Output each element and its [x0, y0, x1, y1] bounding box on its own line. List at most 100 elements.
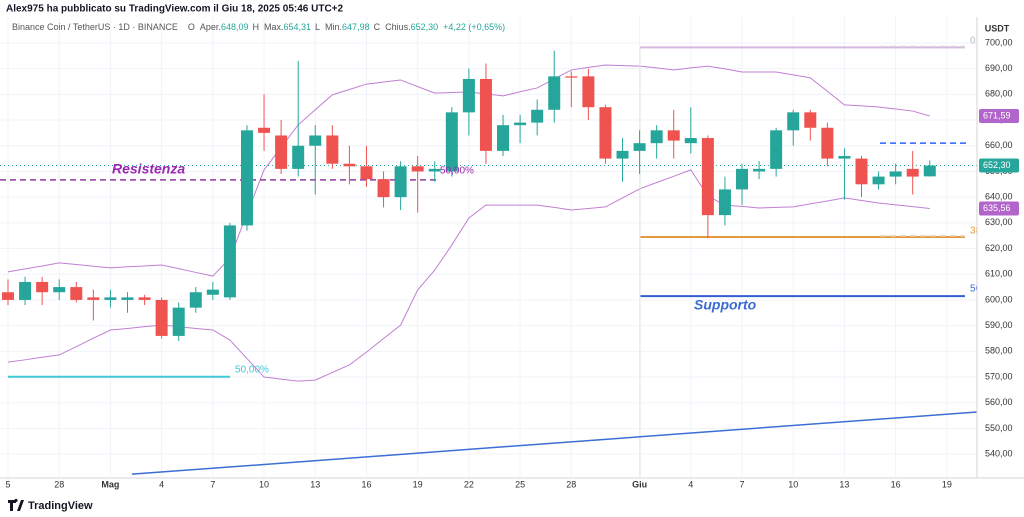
x-tick-label: 28	[54, 479, 64, 489]
y-tick-label: 580,00	[985, 346, 1013, 356]
ohlc-value: 654,31	[283, 22, 311, 32]
candle-body	[394, 166, 407, 198]
ohlc-value: 647,98	[342, 22, 370, 32]
candle-body	[189, 292, 202, 308]
candle-body	[258, 127, 271, 133]
ohlc-key: O	[188, 22, 195, 32]
y-tick-label: 560,00	[985, 397, 1013, 407]
candle-body	[104, 297, 117, 300]
x-tick-label: Giu	[632, 479, 647, 489]
y-tick-label: 590,00	[985, 320, 1013, 330]
brand-logo	[8, 498, 24, 511]
candle-body	[684, 138, 697, 144]
candle-body	[736, 168, 749, 190]
candle-body	[531, 109, 544, 123]
annotation: 50	[970, 284, 982, 295]
ohlc-label: Max.	[264, 22, 284, 32]
y-tick-label: 550,00	[985, 423, 1013, 433]
price-label: 652,30	[983, 160, 1011, 170]
annotation: 38	[970, 226, 982, 237]
x-tick-label: 16	[891, 479, 901, 489]
y-tick-label: 600,00	[985, 294, 1013, 304]
candle-body	[548, 76, 561, 110]
candle-body	[223, 225, 236, 298]
axis-unit: USDT	[985, 23, 1010, 33]
x-tick-label: 13	[839, 479, 849, 489]
candle-body	[172, 307, 185, 336]
x-tick-label: 4	[159, 479, 164, 489]
candle-body	[292, 145, 305, 169]
candle-body	[787, 112, 800, 131]
annotation: Resistenza	[112, 161, 185, 177]
price-label-box	[979, 158, 1019, 173]
y-tick-label: 660,00	[985, 140, 1013, 150]
y-tick-label: 620,00	[985, 243, 1013, 253]
candle-body	[701, 138, 714, 216]
candle-body	[206, 289, 219, 295]
candle-body	[360, 166, 373, 180]
candle-body	[582, 76, 595, 108]
change: +4,22 (+0,65%)	[443, 22, 505, 32]
candle-body	[343, 163, 356, 167]
x-tick-label: 19	[942, 479, 952, 489]
x-tick-label: 19	[413, 479, 423, 489]
x-tick-label: 22	[464, 479, 474, 489]
candle-body	[87, 297, 100, 300]
x-tick-label: 16	[361, 479, 371, 489]
axis-background	[977, 17, 1024, 478]
candle-body	[821, 127, 834, 159]
candle-body	[326, 135, 339, 164]
candle-body	[428, 168, 441, 172]
price-label: 671,59	[983, 110, 1011, 120]
candle-body	[633, 143, 646, 151]
candle-body	[514, 122, 527, 126]
annotation: 0	[970, 36, 976, 47]
candle-body	[906, 168, 919, 177]
y-tick-label: 570,00	[985, 371, 1013, 381]
price-label: 635,56	[983, 203, 1011, 213]
brand: TradingView	[8, 498, 93, 512]
trend-line	[131, 411, 978, 475]
candle-body	[36, 281, 49, 293]
ohlc-key: H	[252, 22, 259, 32]
ohlc-key: C	[374, 22, 381, 32]
candle-body	[377, 179, 390, 198]
annotation: 50,00%	[440, 166, 474, 177]
annotation: 50,00%	[235, 365, 269, 376]
x-tick-label: 10	[259, 479, 269, 489]
candle-body	[889, 171, 902, 177]
candle-body	[804, 112, 817, 128]
candle-body	[411, 166, 424, 172]
candle-body	[53, 287, 66, 293]
candle-body	[275, 135, 288, 169]
x-tick-label: 13	[310, 479, 320, 489]
y-tick-label: 690,00	[985, 63, 1013, 73]
annotation: Supporto	[694, 297, 757, 313]
candle-body	[667, 130, 680, 141]
candle-body	[497, 125, 510, 151]
y-tick-label: 540,00	[985, 449, 1013, 459]
ohlc-key: L	[315, 22, 320, 32]
x-tick-label: 7	[210, 479, 215, 489]
brand-name: TradingView	[28, 500, 93, 512]
author-line: Alex975 ha pubblicato su TradingView.com…	[6, 4, 344, 15]
candle-body	[753, 168, 766, 172]
candle-body	[616, 150, 629, 159]
symbol: Binance Coin / TetherUS · 1D · BINANCE	[12, 22, 178, 32]
x-tick-label: 4	[688, 479, 693, 489]
candle-body	[240, 130, 253, 226]
ohlc-label: Aper.	[200, 22, 221, 32]
ohlc-value: 648,09	[221, 22, 249, 32]
y-tick-label: 630,00	[985, 217, 1013, 227]
x-tick-label: 28	[566, 479, 576, 489]
candle-body	[599, 107, 612, 159]
y-tick-label: 700,00	[985, 37, 1013, 47]
x-tick-label: 25	[515, 479, 525, 489]
x-tick-label: 10	[788, 479, 798, 489]
candle-body	[70, 287, 83, 300]
candle-body	[838, 156, 851, 159]
candle-body	[718, 189, 731, 216]
price-axis: USDT 540,00 550,00 560,00 570,00 580,00 590,0…	[976, 17, 1024, 478]
candle-body	[650, 130, 663, 144]
